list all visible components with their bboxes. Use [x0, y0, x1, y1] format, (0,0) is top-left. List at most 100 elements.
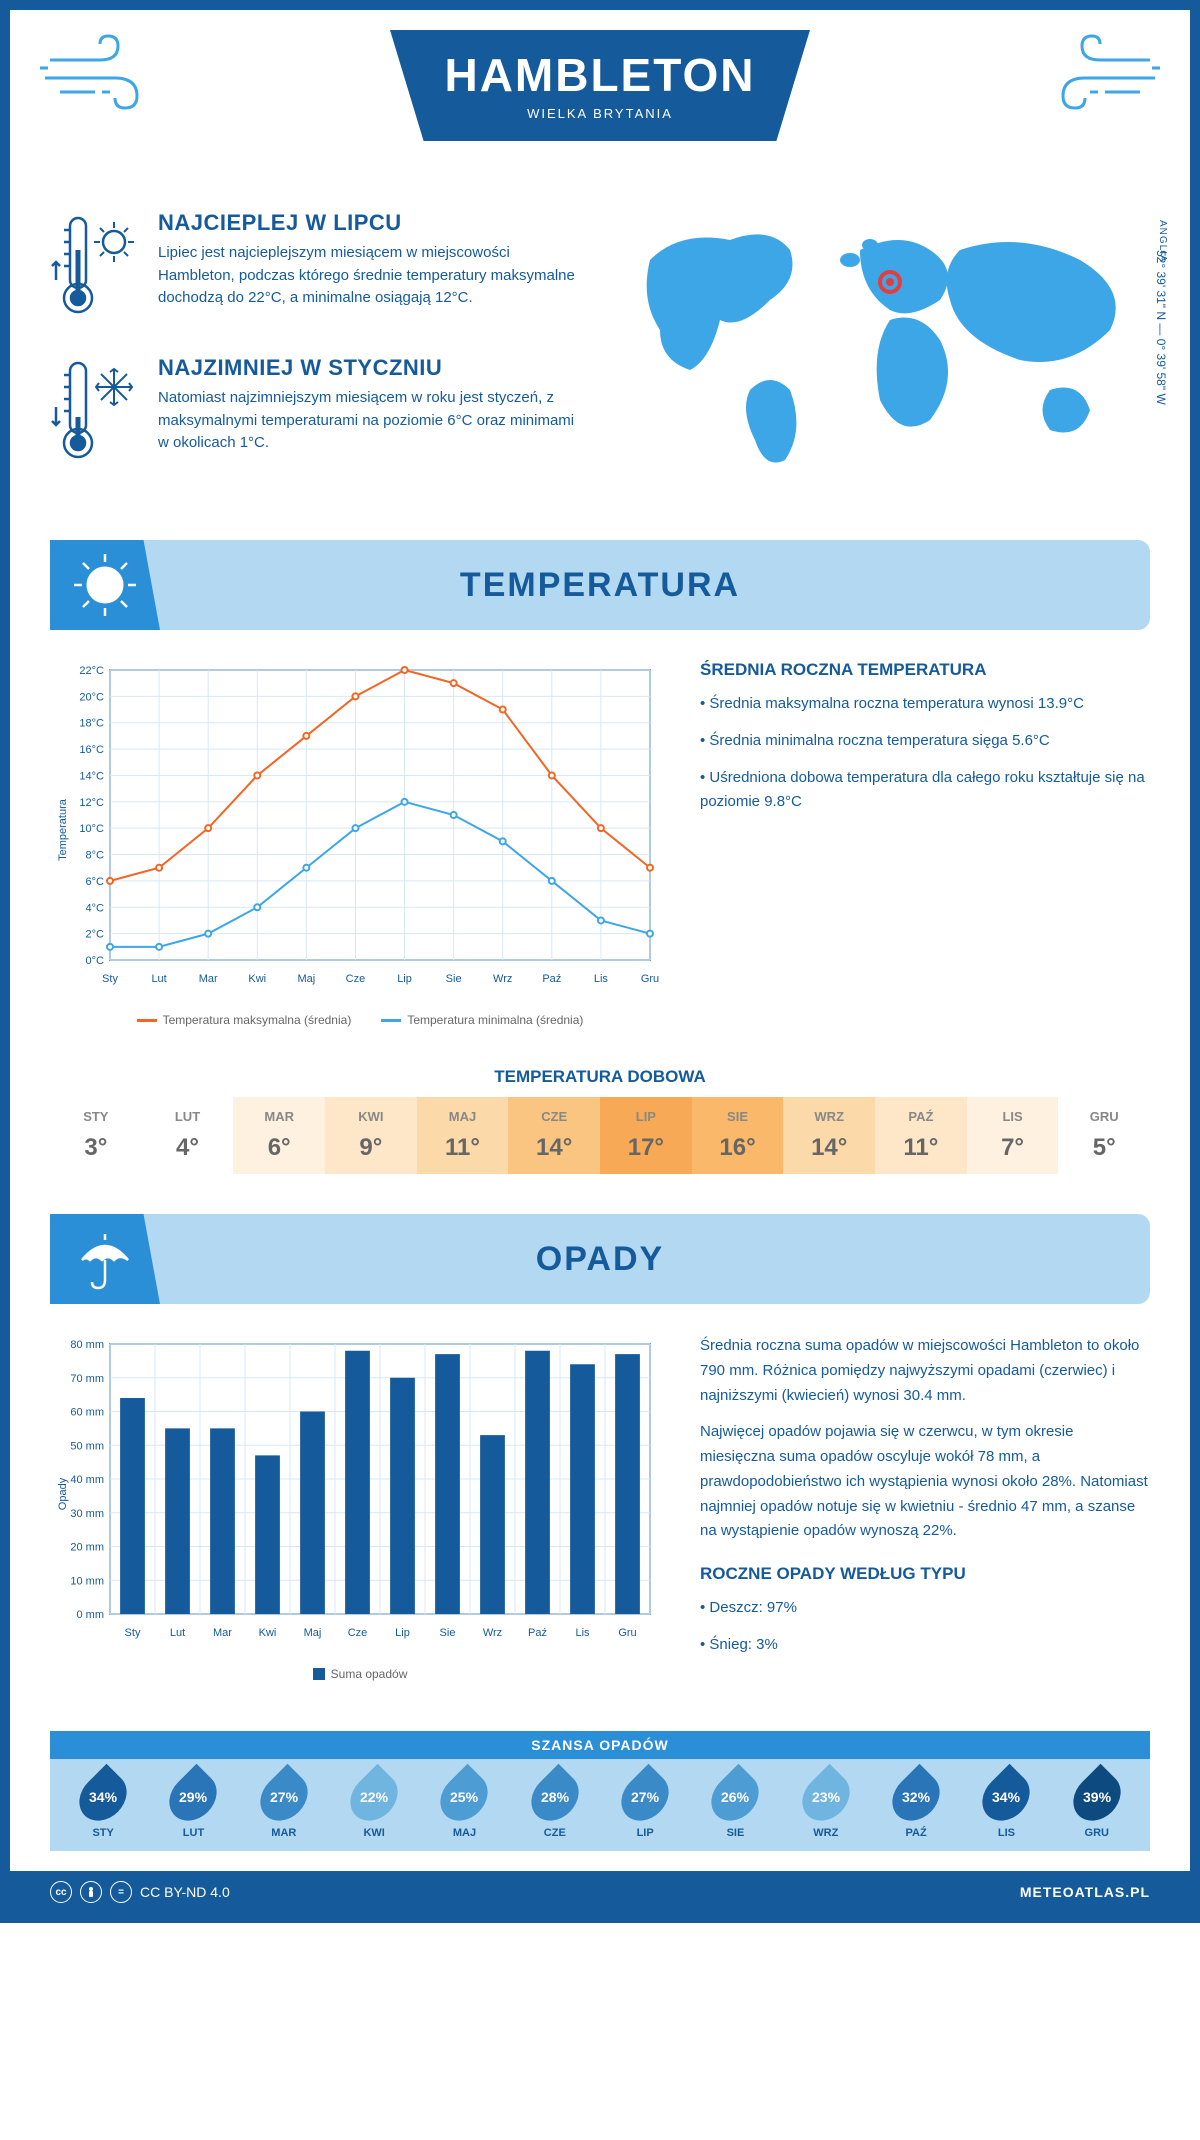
svg-text:8°C: 8°C [86, 850, 105, 862]
temp-value: 5° [1058, 1134, 1150, 1162]
temp-value: 7° [967, 1134, 1059, 1162]
precip-type-item: • Deszcz: 97% [700, 1596, 1150, 1621]
month-label: PAŹ [875, 1109, 967, 1124]
svg-text:Sty: Sty [102, 973, 118, 985]
daily-temp-cell: GRU5° [1058, 1097, 1150, 1174]
month-label: LIS [967, 1109, 1059, 1124]
header: HAMBLETON WIELKA BRYTANIA [10, 10, 1190, 190]
svg-text:Lut: Lut [151, 973, 166, 985]
month-label: SIE [692, 1109, 784, 1124]
temp-value: 6° [233, 1134, 325, 1162]
coldest-fact: NAJZIMNIEJ W STYCZNIU Natomiast najzimni… [50, 355, 580, 470]
umbrella-icon [50, 1214, 160, 1304]
license-block: cc = CC BY-ND 4.0 [50, 1881, 230, 1903]
svg-text:Opady: Opady [57, 1477, 69, 1510]
svg-text:Mar: Mar [199, 973, 218, 985]
svg-text:30 mm: 30 mm [70, 1508, 104, 1520]
daily-temp-cell: CZE14° [508, 1097, 600, 1174]
svg-text:Mar: Mar [213, 1627, 232, 1639]
precipitation-legend: Suma opadów [50, 1667, 670, 1681]
rain-chance-box: SZANSA OPADÓW 34%STY29%LUT27%MAR22%KWI25… [50, 1731, 1150, 1851]
svg-text:Sty: Sty [125, 1627, 141, 1639]
daily-temp-cell: LUT4° [142, 1097, 234, 1174]
temperature-banner: TEMPERATURA [50, 540, 1150, 630]
svg-text:Cze: Cze [348, 1627, 368, 1639]
legend-label: Temperatura maksymalna (średnia) [163, 1013, 352, 1027]
world-map: ANGLIA 52° 39' 31" N — 0° 39' 58" W [610, 210, 1150, 500]
month-label: LUT [148, 1827, 238, 1839]
daily-temp-cell: PAŹ 11° [875, 1097, 967, 1174]
month-label: KWI [325, 1109, 417, 1124]
rain-chance-cell: 26%SIE [690, 1771, 780, 1839]
rain-chance-cell: 27%MAR [239, 1771, 329, 1839]
svg-text:Lis: Lis [575, 1627, 590, 1639]
temperature-legend: Temperatura maksymalna (średnia) Temperat… [50, 1013, 670, 1027]
thermometer-sun-icon [50, 210, 140, 325]
svg-text:Wrz: Wrz [493, 973, 512, 985]
hottest-fact: NAJCIEPLEJ W LIPCU Lipiec jest najcieple… [50, 210, 580, 325]
legend-item: Temperatura minimalna (średnia) [381, 1013, 583, 1027]
svg-text:10°C: 10°C [79, 823, 104, 835]
month-label: CZE [510, 1827, 600, 1839]
precipitation-heading: OPADY [536, 1240, 664, 1279]
svg-text:50 mm: 50 mm [70, 1440, 104, 1452]
rain-chance-cell: 34%STY [58, 1771, 148, 1839]
precipitation-text: Średnia roczna suma opadów w miejscowośc… [700, 1334, 1150, 1681]
intro-section: NAJCIEPLEJ W LIPCU Lipiec jest najcieple… [10, 190, 1190, 520]
daily-temp-cell: KWI9° [325, 1097, 417, 1174]
month-label: KWI [329, 1827, 419, 1839]
cc-icon: cc [50, 1881, 72, 1903]
daily-temp-cell: LIS 7° [967, 1097, 1059, 1174]
hottest-text: Lipiec jest najcieplejszym miesiącem w m… [158, 242, 580, 310]
svg-text:Lis: Lis [594, 973, 609, 985]
drop-icon: 34% [973, 1764, 1039, 1830]
coldest-text: Natomiast najzimniejszym miesiącem w rok… [158, 387, 580, 455]
drop-icon: 39% [1064, 1764, 1130, 1830]
rain-chance-cell: 39%GRU [1052, 1771, 1142, 1839]
drop-icon: 27% [612, 1764, 678, 1830]
svg-text:20°C: 20°C [79, 691, 104, 703]
temperature-heading: TEMPERATURA [460, 566, 740, 605]
coords-label: 52° 39' 31" N — 0° 39' 58" W [1154, 250, 1168, 405]
temp-summary-item: • Średnia minimalna roczna temperatura s… [700, 729, 1150, 754]
precipitation-banner: OPADY [50, 1214, 1150, 1304]
svg-text:6°C: 6°C [86, 876, 105, 888]
precipitation-row: 0 mm10 mm20 mm30 mm40 mm50 mm60 mm70 mm8… [10, 1304, 1190, 1711]
daily-temp-heading: TEMPERATURA DOBOWA [10, 1067, 1190, 1087]
svg-text:Gru: Gru [641, 973, 659, 985]
nd-icon: = [110, 1881, 132, 1903]
svg-text:Cze: Cze [346, 973, 366, 985]
svg-text:Wrz: Wrz [483, 1627, 502, 1639]
temp-value: 11° [417, 1134, 509, 1162]
license-text: CC BY-ND 4.0 [140, 1884, 230, 1900]
svg-text:2°C: 2°C [86, 929, 105, 941]
wind-right-icon [1030, 30, 1160, 125]
site-name: METEOATLAS.PL [1020, 1884, 1150, 1900]
svg-text:Lut: Lut [170, 1627, 185, 1639]
svg-text:70 mm: 70 mm [70, 1373, 104, 1385]
month-label: WRZ [781, 1827, 871, 1839]
svg-text:Kwi: Kwi [259, 1627, 277, 1639]
rain-chance-cell: 22%KWI [329, 1771, 419, 1839]
daily-temp-cell: MAJ11° [417, 1097, 509, 1174]
month-label: PAŹ [871, 1827, 961, 1839]
rain-chance-heading: SZANSA OPADÓW [50, 1731, 1150, 1759]
precip-p1: Średnia roczna suma opadów w miejscowośc… [700, 1334, 1150, 1408]
drop-icon: 29% [160, 1764, 226, 1830]
temperature-row: 0°C2°C4°C6°C8°C10°C12°C14°C16°C18°C20°C2… [10, 630, 1190, 1057]
svg-text:10 mm: 10 mm [70, 1575, 104, 1587]
thermometer-snow-icon [50, 355, 140, 470]
svg-text:4°C: 4°C [86, 902, 105, 914]
svg-text:0 mm: 0 mm [77, 1609, 105, 1621]
temp-value: 11° [875, 1134, 967, 1162]
rain-chance-cell: 25%MAJ [419, 1771, 509, 1839]
daily-temp-cell: MAR6° [233, 1097, 325, 1174]
drop-icon: 22% [341, 1764, 407, 1830]
by-icon [80, 1881, 102, 1903]
temp-value: 14° [783, 1134, 875, 1162]
svg-text:80 mm: 80 mm [70, 1339, 104, 1351]
page-title: HAMBLETON [430, 48, 770, 102]
rain-chance-cell: 32%PAŹ [871, 1771, 961, 1839]
precip-legend-label: Suma opadów [331, 1667, 408, 1681]
month-label: GRU [1052, 1827, 1142, 1839]
